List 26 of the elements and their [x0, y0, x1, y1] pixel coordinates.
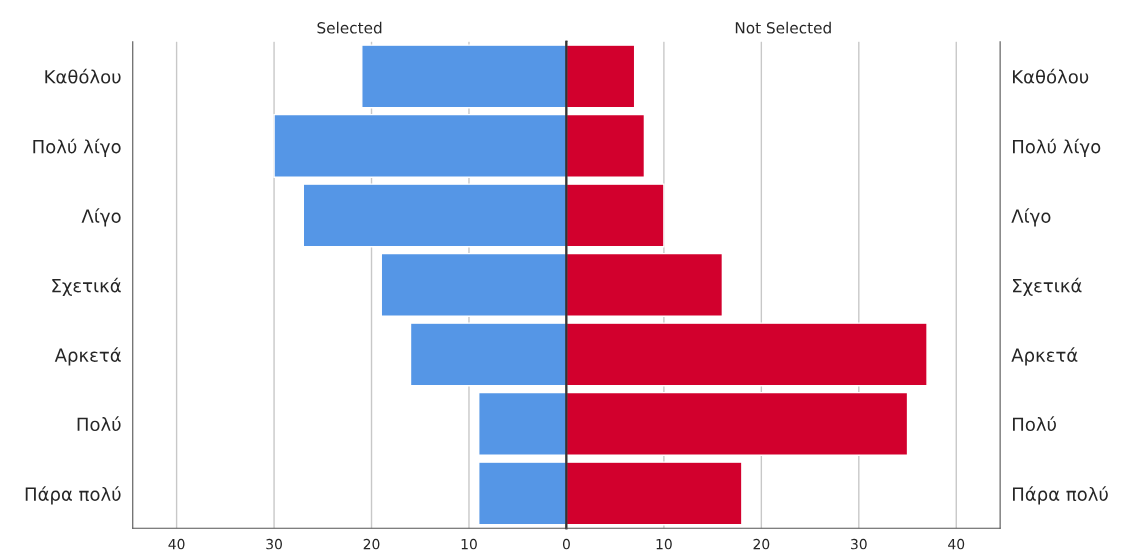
y-tick-label: Αρκετά	[54, 347, 121, 366]
y-tick-label: Σχετικά	[1013, 277, 1082, 296]
y-tick-label: Πολύ λίγο	[1013, 138, 1101, 157]
x-tick-label: 10	[461, 538, 477, 550]
y-tick-label: Πάρα πολύ	[25, 486, 121, 505]
y-tick-label: Λίγο	[1011, 208, 1051, 227]
bar	[478, 391, 567, 456]
y-tick-label: Αρκετά	[1011, 347, 1078, 366]
y-tick-label: Πολύ λίγο	[33, 138, 121, 157]
x-tick-label: 0	[562, 538, 570, 550]
x-tick-label: 10	[656, 538, 672, 550]
chart-title: Selected	[317, 21, 382, 34]
y-tick-label: Σχετικά	[52, 277, 121, 296]
x-tick-label: 20	[753, 538, 770, 550]
y-tick-label: Λίγο	[81, 208, 121, 227]
y-tick-label: Πολύ	[77, 416, 121, 432]
x-tick-label: 20	[363, 538, 380, 550]
y-tick-label: Πολύ	[1013, 416, 1056, 432]
y-tick-label: Πάρα πολύ	[1013, 486, 1108, 505]
chart-title: Not Selected	[735, 21, 831, 34]
y-tick-label: Καθόλου	[45, 68, 121, 84]
x-tick-label: 40	[948, 538, 965, 550]
y-tick-label: Καθόλου	[1013, 68, 1089, 84]
x-tick-label: 30	[266, 538, 282, 550]
x-tick-label: 40	[168, 538, 185, 550]
x-tick-label: 30	[851, 538, 867, 550]
